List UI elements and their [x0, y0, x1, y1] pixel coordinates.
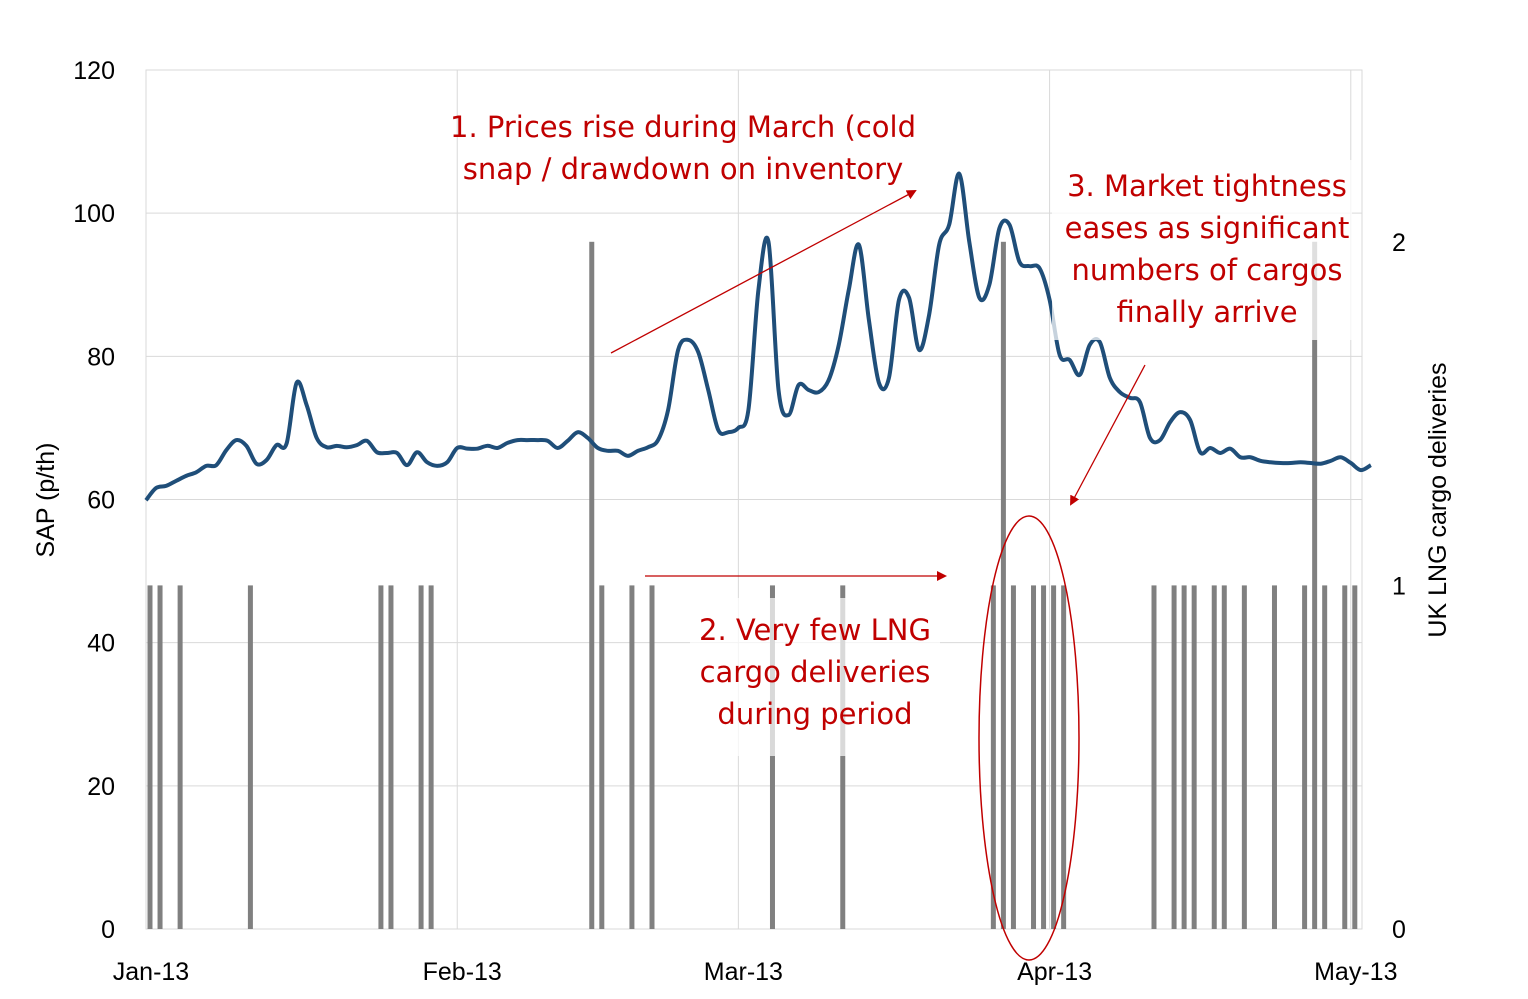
cargo-bar [1061, 585, 1067, 929]
x-tick-label: Feb-13 [423, 958, 502, 986]
cargo-bar [599, 585, 605, 929]
annotation-2-line-3: during period [717, 697, 912, 731]
x-tick-label: Jan-13 [113, 958, 189, 986]
annotation-3-line-2: eases as significant [1065, 211, 1350, 245]
cargo-bar [1352, 585, 1358, 929]
cargo-bar [157, 585, 163, 929]
right-tick-label: 2 [1392, 229, 1406, 257]
cargo-bar [1010, 585, 1016, 929]
cargo-bar [378, 585, 384, 929]
cargo-bar [1221, 585, 1227, 929]
left-tick-label: 120 [73, 57, 115, 85]
left-tick-label: 40 [87, 630, 115, 658]
cargo-bars [147, 241, 1358, 930]
cargo-bar [1302, 585, 1308, 929]
annotation-2-box [690, 598, 940, 756]
right-tick-label: 0 [1392, 916, 1406, 944]
annotation-3-line-1: 3. Market tightness [1067, 169, 1347, 203]
cargo-bar [629, 585, 635, 929]
sap-price-line [144, 171, 1372, 502]
left-axis-title: SAP (p/th) [32, 443, 60, 558]
annotation-1-line-1: 1. Prices rise during March (cold [450, 110, 916, 144]
left-tick-label: 0 [101, 916, 115, 944]
cargo-bar [1241, 585, 1247, 929]
x-tick-label: Apr-13 [1017, 958, 1092, 986]
cargo-bar [589, 241, 595, 930]
cargo-bar [388, 585, 394, 929]
cargo-bar [840, 585, 846, 929]
cargo-bar [649, 585, 655, 929]
cargo-bar [1181, 585, 1187, 929]
cargo-bar [1171, 585, 1177, 929]
left-tick-label: 80 [87, 343, 115, 371]
cargo-bar [1031, 585, 1037, 929]
cargo-bar [1271, 585, 1277, 929]
annotation-1-arrow [610, 190, 917, 354]
cargo-bar [1322, 585, 1328, 929]
cargo-bar [1211, 585, 1217, 929]
x-tick-label: May-13 [1314, 958, 1397, 986]
cargo-bar [1312, 241, 1318, 930]
left-tick-label: 60 [87, 487, 115, 515]
cargo-bar [1151, 585, 1157, 929]
left-tick-label: 100 [73, 200, 115, 228]
annotation-3-line-4: finally arrive [1116, 295, 1297, 329]
x-tick-label: Mar-13 [704, 958, 783, 986]
right-tick-label: 1 [1392, 572, 1406, 600]
annotation-1-line-2: snap / drawdown on inventory [463, 152, 904, 186]
cargo-bar [247, 585, 253, 929]
cargo-bar [1051, 585, 1057, 929]
cargo-bar [418, 585, 424, 929]
cargo-bar [1342, 585, 1348, 929]
cargo-cluster-highlight [978, 515, 1080, 961]
cargo-bar [177, 585, 183, 929]
cargo-bar [990, 585, 996, 929]
cargo-bar [147, 585, 153, 929]
annotation-3-arrow [1070, 364, 1146, 506]
cargo-bar [1000, 241, 1006, 930]
cargo-bar [769, 585, 775, 929]
left-tick-label: 20 [87, 773, 115, 801]
cargo-bar [428, 585, 434, 929]
cargo-bar [1041, 585, 1047, 929]
annotation-3-box [1052, 160, 1352, 340]
annotation-2-line-2: cargo deliveries [700, 655, 931, 689]
annotation-3-line-3: numbers of cargos [1071, 253, 1342, 287]
right-axis-title: UK LNG cargo deliveries [1424, 362, 1452, 637]
annotation-2-line-1: 2. Very few LNG [699, 613, 931, 647]
cargo-bar [1191, 585, 1197, 929]
